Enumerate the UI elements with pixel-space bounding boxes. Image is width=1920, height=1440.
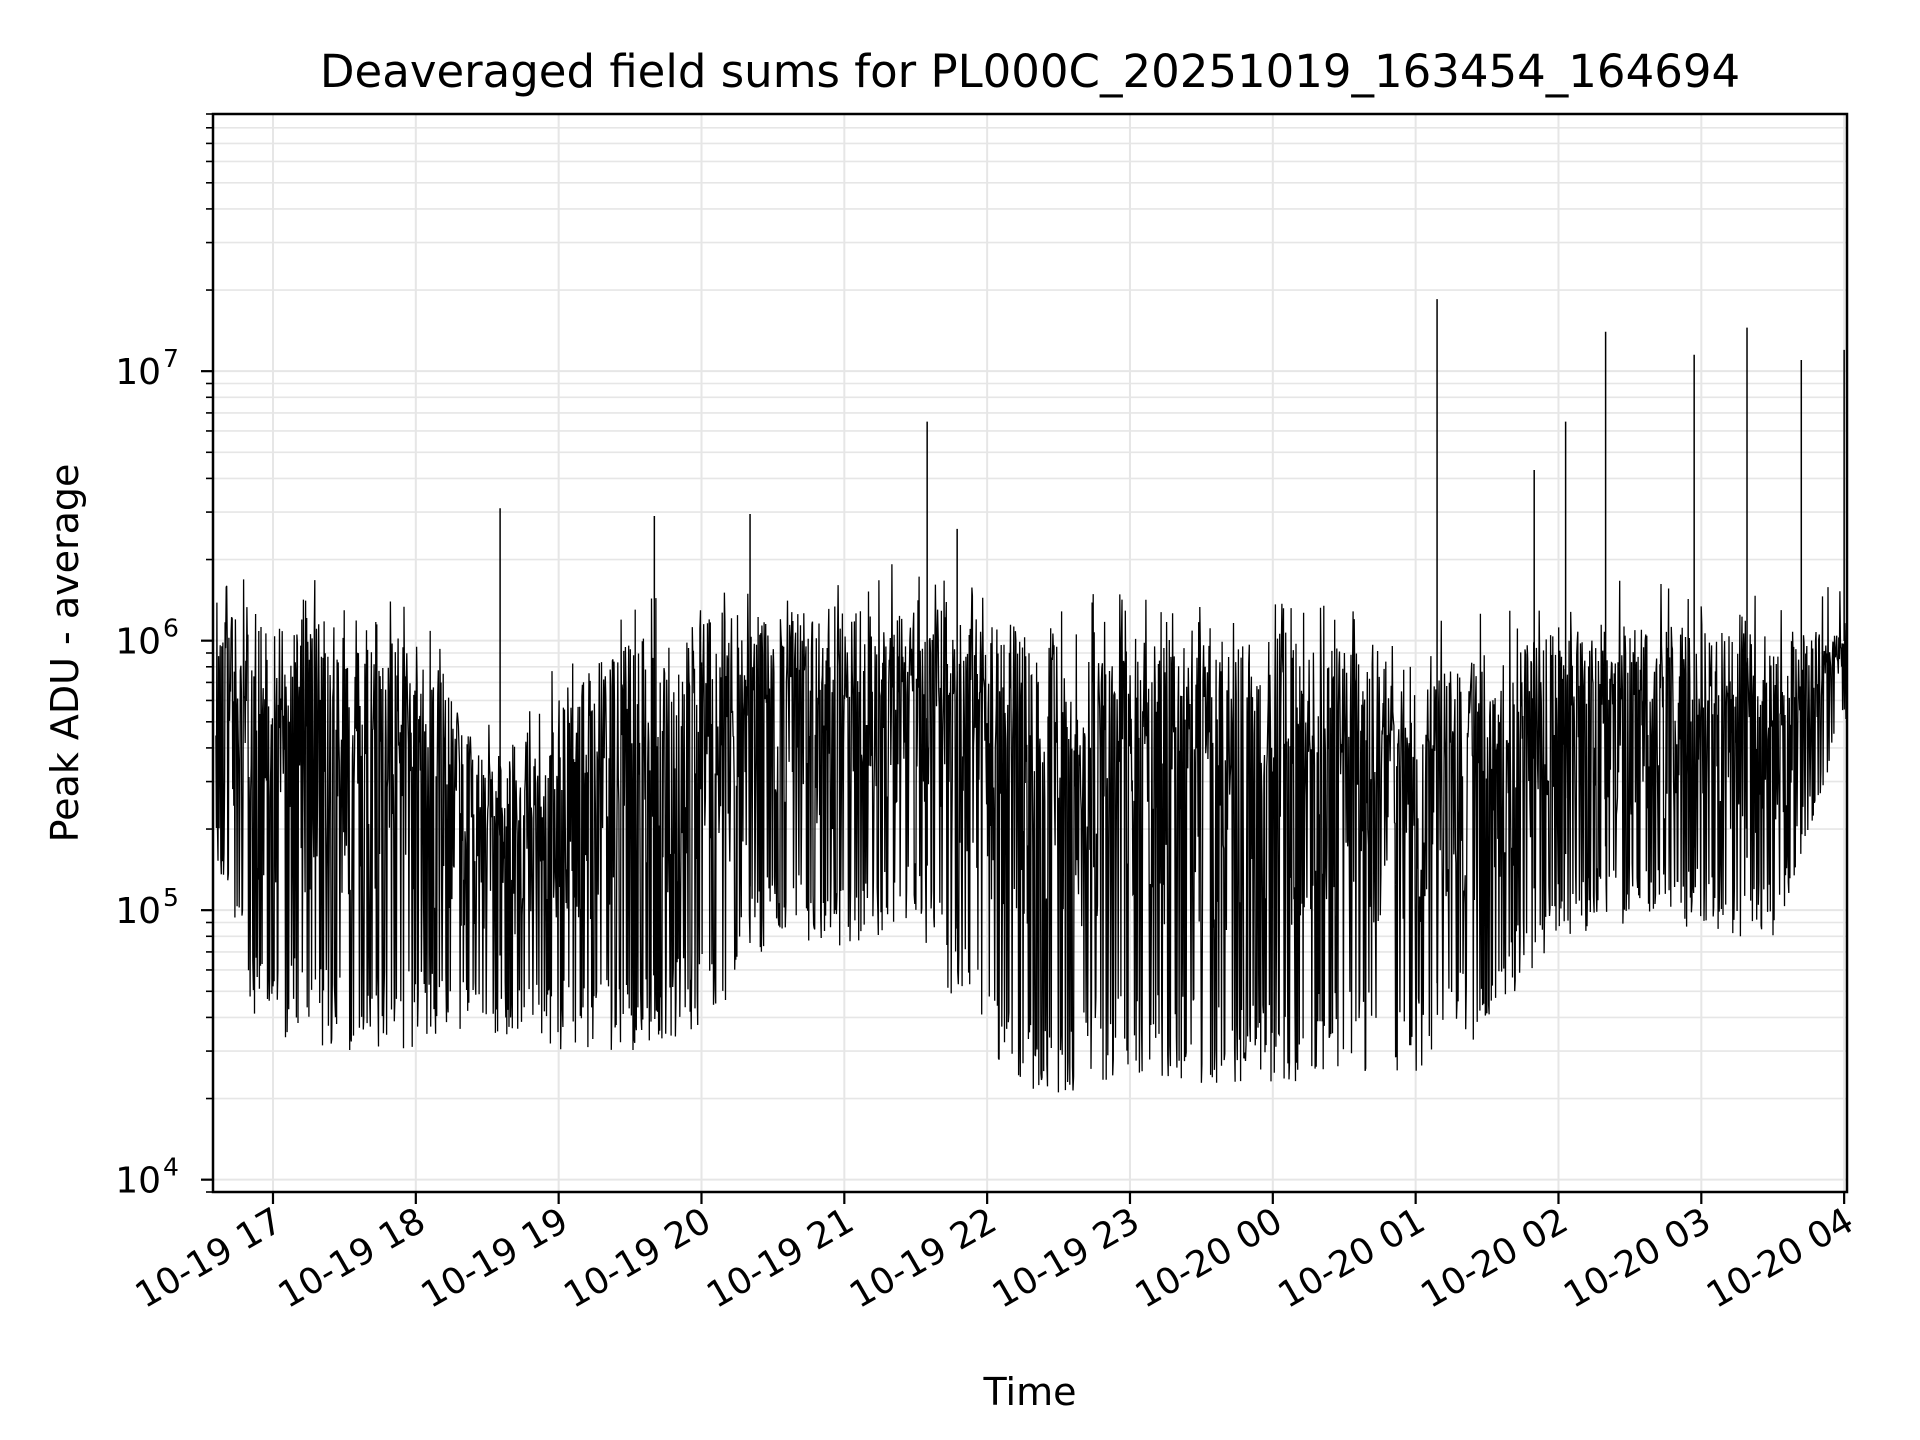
y-tick-exponent: 7: [163, 344, 179, 373]
chart-title: Deaveraged field sums for PL000C_2025101…: [320, 45, 1740, 98]
y-tick-exponent: 5: [163, 883, 179, 912]
y-tick-exponent: 6: [163, 614, 179, 643]
series-line: [215, 564, 1848, 1093]
y-tick-label: 10: [115, 1161, 161, 1202]
y-axis-label: Peak ADU - average: [43, 464, 87, 843]
y-tick-label: 10: [115, 891, 161, 932]
y-tick-exponent: 4: [163, 1153, 179, 1182]
y-tick-label: 10: [115, 352, 161, 393]
data-series: [215, 299, 1848, 1093]
y-tick-label: 10: [115, 622, 161, 663]
x-axis-label: Time: [983, 1370, 1077, 1414]
